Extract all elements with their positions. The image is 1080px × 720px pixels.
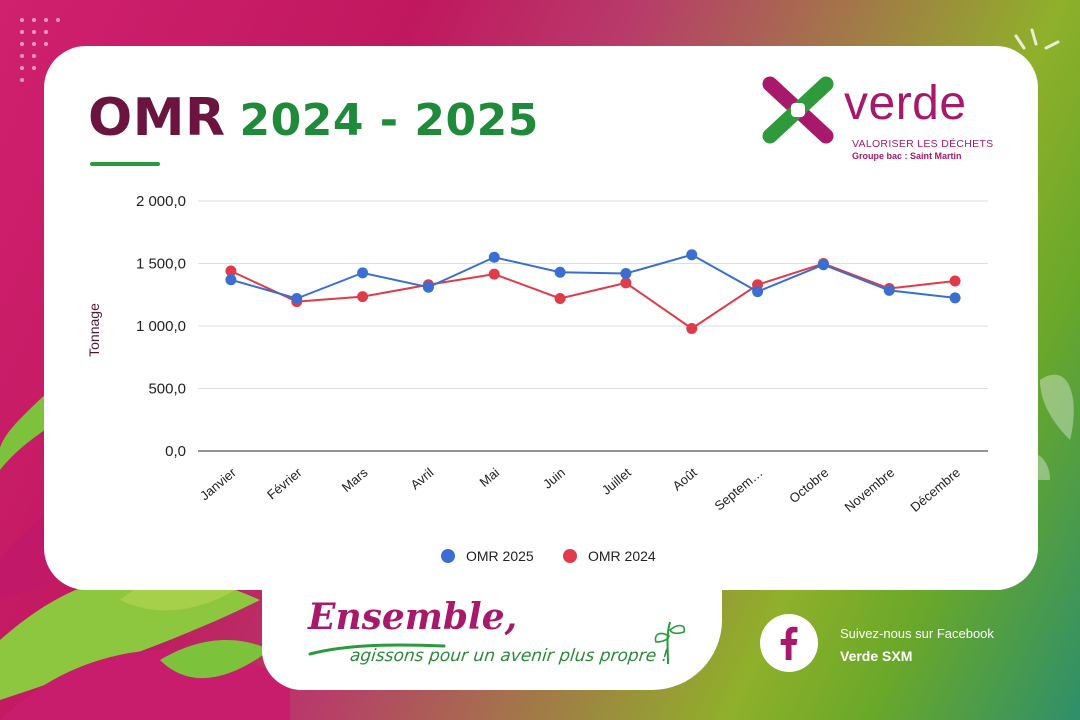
x-tick-label: Août <box>670 465 700 494</box>
facebook-cta: Suivez-nous sur Facebook <box>840 626 994 641</box>
data-point[interactable] <box>949 292 961 304</box>
facebook-block[interactable]: Suivez-nous sur Facebook Verde SXM <box>760 614 1060 684</box>
data-point[interactable] <box>357 267 369 279</box>
series-omr-2024 <box>225 258 961 334</box>
data-point[interactable] <box>225 274 237 286</box>
data-point[interactable] <box>422 281 434 293</box>
verde-x-icon <box>762 76 834 144</box>
series-line <box>230 253 956 300</box>
dot-pattern-top-left <box>20 18 60 82</box>
y-tick-label: 2 000,0 <box>136 193 186 210</box>
facebook-page-name[interactable]: Verde SXM <box>840 648 913 664</box>
x-tick-label: Décembre <box>907 465 963 515</box>
y-tick-label: 1 500,0 <box>136 256 186 273</box>
x-axis-ticks: Janvier Février Mars Avril Mai Juin Juillet Aoû… <box>197 464 963 514</box>
x-tick-label: Septem… <box>712 465 766 514</box>
x-tick-label: Mars <box>339 464 371 494</box>
slogan: Ensemble, agissons pour un avenir plus p… <box>296 596 696 686</box>
gridlines <box>198 200 988 452</box>
data-point[interactable] <box>554 266 566 278</box>
data-point[interactable] <box>488 268 500 280</box>
data-point[interactable] <box>686 249 698 261</box>
series-line <box>230 262 956 330</box>
data-point[interactable] <box>357 291 369 303</box>
footer-card <box>262 570 722 690</box>
legend-item[interactable]: OMR 2025 <box>441 548 534 564</box>
y-tick-label: 500,0 <box>148 381 186 398</box>
data-point[interactable] <box>291 293 303 304</box>
legend: OMR 2025 OMR 2024 <box>441 548 656 564</box>
legend-item[interactable]: OMR 2024 <box>563 548 656 564</box>
data-point[interactable] <box>817 259 829 271</box>
x-tick-label: Avril <box>408 465 437 493</box>
spark-lines-top-right <box>1014 28 1060 50</box>
data-point[interactable] <box>752 286 764 298</box>
data-point[interactable] <box>225 265 237 277</box>
data-point[interactable] <box>620 277 632 289</box>
legend-label: OMR 2024 <box>588 548 656 564</box>
slogan-line2: agissons pour un avenir plus propre ! <box>348 646 670 666</box>
data-point[interactable] <box>686 323 698 334</box>
series-group <box>225 249 961 334</box>
series-omr-2025 <box>225 249 961 304</box>
y-axis-label: Tonnage <box>86 303 102 357</box>
y-tick-label: 1 000,0 <box>136 318 186 335</box>
data-point[interactable] <box>554 293 566 304</box>
title-omr: OMR <box>88 88 226 148</box>
slogan-line1: Ensemble, <box>308 596 518 638</box>
main-card <box>44 46 1038 590</box>
facebook-icon[interactable] <box>760 614 818 672</box>
title-years: 2024 - 2025 <box>239 95 539 146</box>
data-point[interactable] <box>620 268 632 279</box>
page-title: OMR 2024 - 2025 <box>88 88 539 148</box>
x-tick-label: Juin <box>540 465 568 492</box>
x-tick-label: Juillet <box>599 465 634 498</box>
y-tick-label: 0,0 <box>165 443 186 460</box>
logo-wordmark: verde <box>844 77 967 130</box>
legend-marker <box>563 549 577 563</box>
y-axis-ticks: 0,0 500,0 1 000,0 1 500,0 2 000,0 <box>136 193 186 460</box>
title-underline <box>90 162 160 166</box>
x-tick-label: Janvier <box>197 464 239 503</box>
x-tick-label: Octobre <box>786 465 831 506</box>
x-tick-label: Novembre <box>842 465 898 515</box>
logo-tagline: VALORISER LES DÉCHETS <box>852 138 994 150</box>
data-point[interactable] <box>883 284 895 296</box>
verde-logo: verde VALORISER LES DÉCHETS Groupe bac :… <box>760 74 1020 174</box>
logo-subline: Groupe bac : Saint Martin <box>852 151 962 161</box>
data-point[interactable] <box>488 251 500 263</box>
legend-label: OMR 2025 <box>466 548 534 564</box>
x-tick-label: Mai <box>476 465 502 490</box>
sprout-icon <box>654 621 686 665</box>
legend-marker <box>441 549 455 563</box>
slogan-underline <box>308 643 446 656</box>
data-point[interactable] <box>949 275 961 287</box>
x-tick-label: Février <box>264 464 305 502</box>
